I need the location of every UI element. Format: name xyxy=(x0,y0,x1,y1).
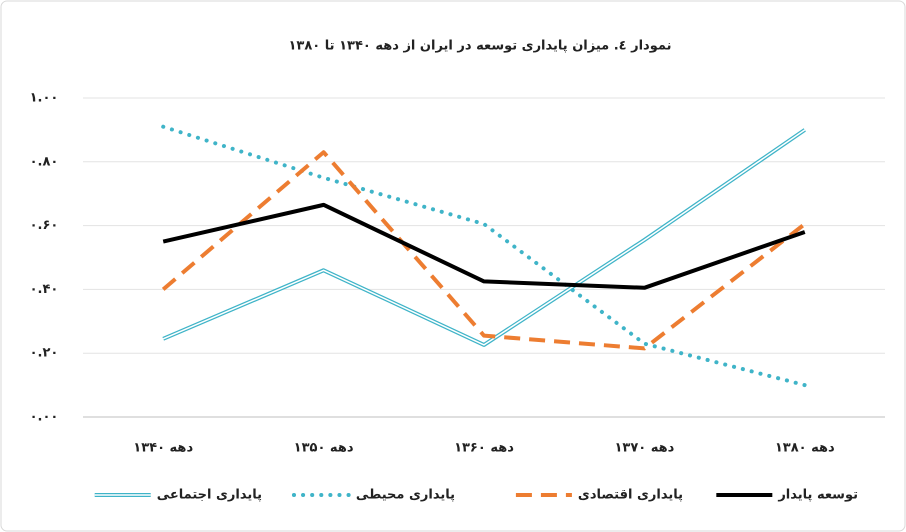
x-tick-label: دهه ۱۳۸۰ xyxy=(775,441,835,456)
y-tick-label: ۰.۴۰ xyxy=(30,282,59,297)
series-line-inner xyxy=(162,129,806,346)
y-tick-label: ۱.۰۰ xyxy=(30,91,59,106)
series-line xyxy=(162,202,806,290)
legend-label: پایداری اجتماعی xyxy=(157,488,262,503)
series-line xyxy=(161,124,807,388)
x-tick-label: دهه ۱۳۴۰ xyxy=(133,441,193,456)
y-tick-label: ۰.۶۰ xyxy=(30,218,59,233)
chart-title: نمودار ٤. میزان پایداری توسعه در ایران ا… xyxy=(289,39,672,54)
x-tick-label: دهه ۱۳۶۰ xyxy=(454,441,514,456)
legend-label: پایداری اقتصادی xyxy=(578,488,683,503)
y-tick-label: ۰.۰۰ xyxy=(30,410,59,425)
y-tick-label: ۰.۲۰ xyxy=(30,346,59,361)
x-tick-label: دهه ۱۳۷۰ xyxy=(614,441,674,456)
legend-label: پایداری محیطی xyxy=(356,488,455,503)
y-tick-label: ۰.۸۰ xyxy=(30,154,59,169)
series-line xyxy=(161,150,807,351)
legend-label: توسعه پایدار xyxy=(777,488,858,503)
x-tick-label: دهه ۱۳۵۰ xyxy=(294,441,354,456)
